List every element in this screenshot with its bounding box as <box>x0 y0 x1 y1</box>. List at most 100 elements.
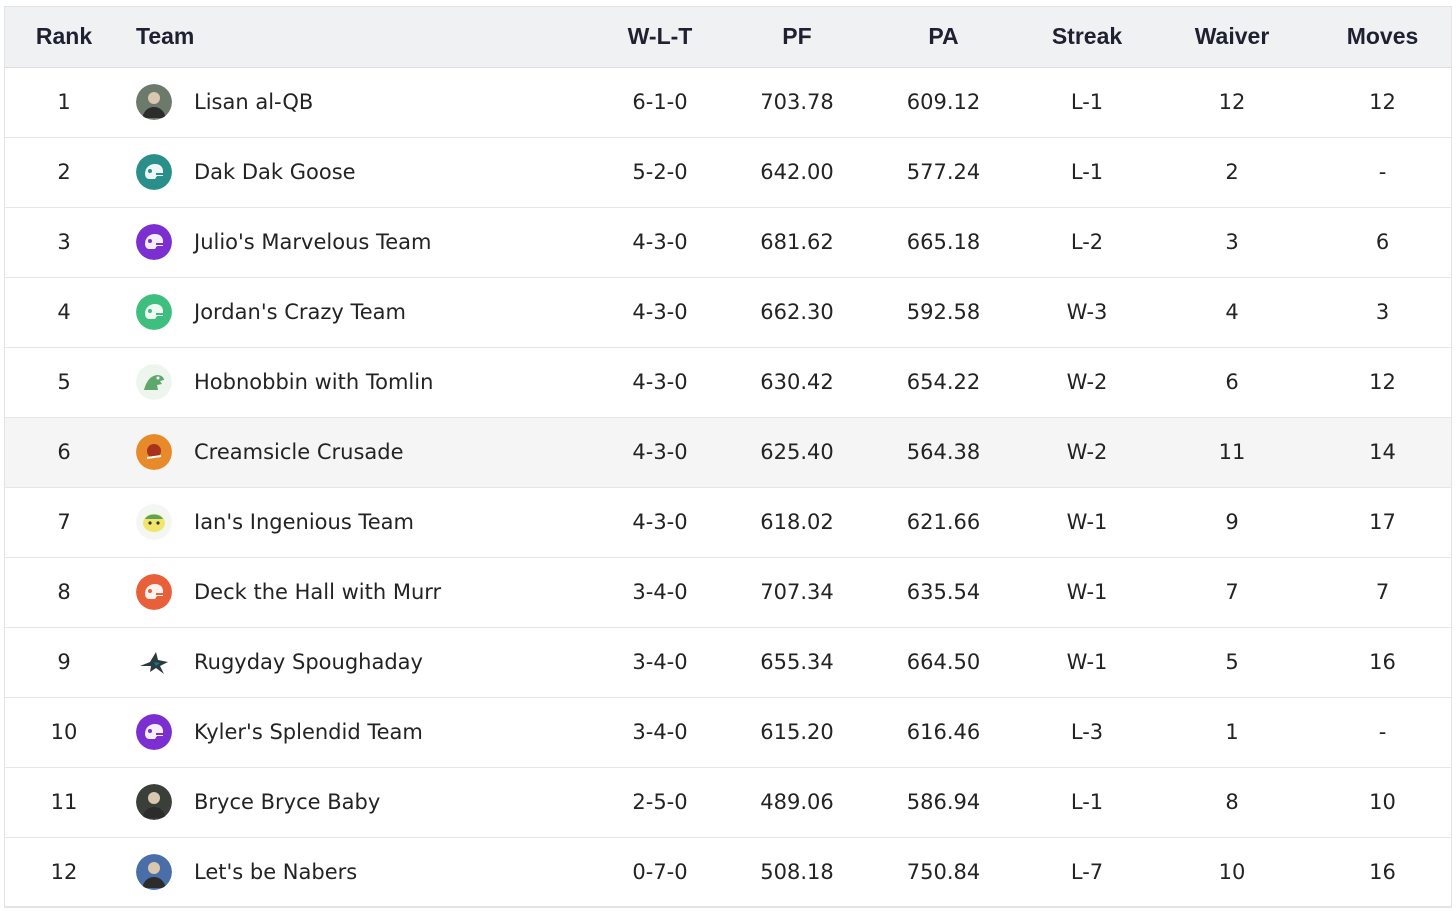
cell-pa: 635.54 <box>906 580 981 604</box>
header-pa[interactable]: PA <box>865 7 1022 68</box>
cell-streak: L-1 <box>1070 90 1104 114</box>
cell-rank: 7 <box>57 510 71 534</box>
cell-pa: 654.22 <box>906 370 981 394</box>
person-photo-icon[interactable] <box>136 84 172 120</box>
header-moves[interactable]: Moves <box>1312 7 1451 68</box>
cell-pa: 621.66 <box>906 510 981 534</box>
cell-team: Hobnobbin with Tomlin <box>123 347 591 417</box>
cell-rank: 3 <box>57 230 71 254</box>
cell-moves: 17 <box>1369 510 1396 534</box>
cell-wlt: 5-2-0 <box>632 160 688 184</box>
cartoon-face-icon[interactable] <box>136 504 172 540</box>
cell-streak: W-2 <box>1066 370 1108 394</box>
cell-moves: 16 <box>1369 860 1396 885</box>
header-team[interactable]: Team <box>123 7 591 68</box>
team-name-link[interactable]: Kyler's Splendid Team <box>194 720 423 744</box>
table-row[interactable]: 1 Lisan al-QB 6-1-0 703.78 609.12 L-1 12 12 <box>5 67 1451 137</box>
cell-waiver: 8 <box>1225 790 1239 814</box>
header-rank[interactable]: Rank <box>5 7 123 68</box>
helmet-icon[interactable] <box>136 294 172 330</box>
team-name-link[interactable]: Julio's Marvelous Team <box>194 230 432 254</box>
helmet-icon[interactable] <box>136 574 172 610</box>
team-name-link[interactable]: Rugyday Spoughaday <box>194 650 423 674</box>
cell-pf: 618.02 <box>760 510 834 534</box>
cell-waiver: 1 <box>1225 720 1239 744</box>
table-row[interactable]: 6 Creamsicle Crusade 4-3-0 625.40 564.38 W-2 1… <box>5 417 1451 487</box>
team-name-link[interactable]: Deck the Hall with Murr <box>194 580 442 604</box>
header-waiver[interactable]: Waiver <box>1152 7 1312 68</box>
header-streak[interactable]: Streak <box>1022 7 1152 68</box>
helmet-icon[interactable] <box>136 154 172 190</box>
cell-pf: 508.18 <box>760 860 834 885</box>
cell-team: Kyler's Splendid Team <box>123 697 591 767</box>
cell-streak: W-2 <box>1066 440 1108 464</box>
dinosaur-icon[interactable] <box>136 364 172 400</box>
cell-rank: 8 <box>57 580 71 604</box>
cell-pa: 577.24 <box>906 160 981 184</box>
cell-rank: 9 <box>57 650 71 674</box>
table-row[interactable]: 11 Bryce Bryce Baby 2-5-0 489.06 586.94 L-1 8 1… <box>5 767 1451 837</box>
team-name-link[interactable]: Dak Dak Goose <box>194 160 356 184</box>
cell-moves: 6 <box>1375 230 1390 254</box>
cell-moves: 14 <box>1369 440 1396 464</box>
cell-waiver: 3 <box>1225 230 1239 254</box>
helmet-icon[interactable] <box>136 714 172 750</box>
cell-pf: 655.34 <box>760 650 834 674</box>
team-name-link[interactable]: Jordan's Crazy Team <box>194 300 406 324</box>
table-row[interactable]: 2 Dak Dak Goose 5-2-0 642.00 577.24 L-1 2 - <box>5 137 1451 207</box>
cell-waiver: 11 <box>1218 440 1246 464</box>
table-row[interactable]: 7 Ian's Ingenious Team 4-3-0 618.02 621.66 W-… <box>5 487 1451 557</box>
cell-rank: 4 <box>57 300 71 324</box>
cell-streak: L-2 <box>1070 230 1104 254</box>
team-name-link[interactable]: Creamsicle Crusade <box>194 440 404 464</box>
team-name-link[interactable]: Let's be Nabers <box>194 860 358 885</box>
cell-team: Lisan al-QB <box>123 67 591 137</box>
cell-team: Bryce Bryce Baby <box>123 767 591 837</box>
cell-pf: 662.30 <box>760 300 834 324</box>
cell-rank: 11 <box>50 790 78 814</box>
pirate-logo-icon[interactable] <box>136 434 172 470</box>
cell-streak: L-1 <box>1070 160 1104 184</box>
cell-pa: 586.94 <box>906 790 981 814</box>
shark-icon[interactable] <box>136 644 172 680</box>
cell-streak: W-1 <box>1066 580 1108 604</box>
cell-moves: 7 <box>1375 580 1390 604</box>
cell-moves: 12 <box>1369 370 1396 394</box>
cell-wlt: 4-3-0 <box>632 440 688 464</box>
cell-moves: 16 <box>1369 650 1396 674</box>
table-row[interactable]: 3 Julio's Marvelous Team 4-3-0 681.62 665.18… <box>5 207 1451 277</box>
cell-pa: 616.46 <box>906 720 981 744</box>
table-row[interactable]: 9 Rugyday Spoughaday 3-4-0 655.34 664.50 W-1 5… <box>5 627 1451 697</box>
table-row[interactable]: 4 Jordan's Crazy Team 4-3-0 662.30 592.58 W-3… <box>5 277 1451 347</box>
cell-pf: 707.34 <box>760 580 834 604</box>
cell-waiver: 9 <box>1225 510 1239 534</box>
header-wlt[interactable]: W-L-T <box>591 7 729 68</box>
cell-team: Let's be Nabers <box>123 837 591 906</box>
header-pf[interactable]: PF <box>729 7 865 68</box>
cell-rank: 10 <box>50 720 78 744</box>
cell-pf: 489.06 <box>760 790 834 814</box>
cell-waiver: 7 <box>1225 580 1239 604</box>
cell-pf: 625.40 <box>760 440 834 464</box>
team-name-link[interactable]: Lisan al-QB <box>194 90 314 114</box>
cell-waiver: 5 <box>1225 650 1239 674</box>
cell-streak: W-1 <box>1066 650 1108 674</box>
table-row[interactable]: 12 Let's be Nabers 0-7-0 508.18 750.84 L-7 10 1… <box>5 837 1451 906</box>
cell-pa: 592.58 <box>906 300 981 324</box>
table-row[interactable]: 8 Deck the Hall with Murr 3-4-0 707.34 635.5… <box>5 557 1451 627</box>
team-name-link[interactable]: Hobnobbin with Tomlin <box>194 370 434 394</box>
person-photo-icon[interactable] <box>136 854 172 891</box>
table-row[interactable]: 10 Kyler's Splendid Team 3-4-0 615.20 616.46… <box>5 697 1451 767</box>
cell-pa: 564.38 <box>906 440 981 464</box>
cell-team: Deck the Hall with Murr <box>123 557 591 627</box>
team-name-link[interactable]: Bryce Bryce Baby <box>194 790 381 814</box>
helmet-icon[interactable] <box>136 224 172 260</box>
team-name-link[interactable]: Ian's Ingenious Team <box>194 510 414 534</box>
person-photo-icon[interactable] <box>136 784 172 820</box>
cell-pa: 750.84 <box>906 860 981 885</box>
cell-wlt: 4-3-0 <box>632 510 688 534</box>
table-row[interactable]: 5 Hobnobbin with Tomlin 4-3-0 630.42 654.22 W… <box>5 347 1451 417</box>
cell-streak: W-1 <box>1066 510 1108 534</box>
cell-streak: W-3 <box>1066 300 1108 324</box>
cell-wlt: 4-3-0 <box>632 370 688 394</box>
